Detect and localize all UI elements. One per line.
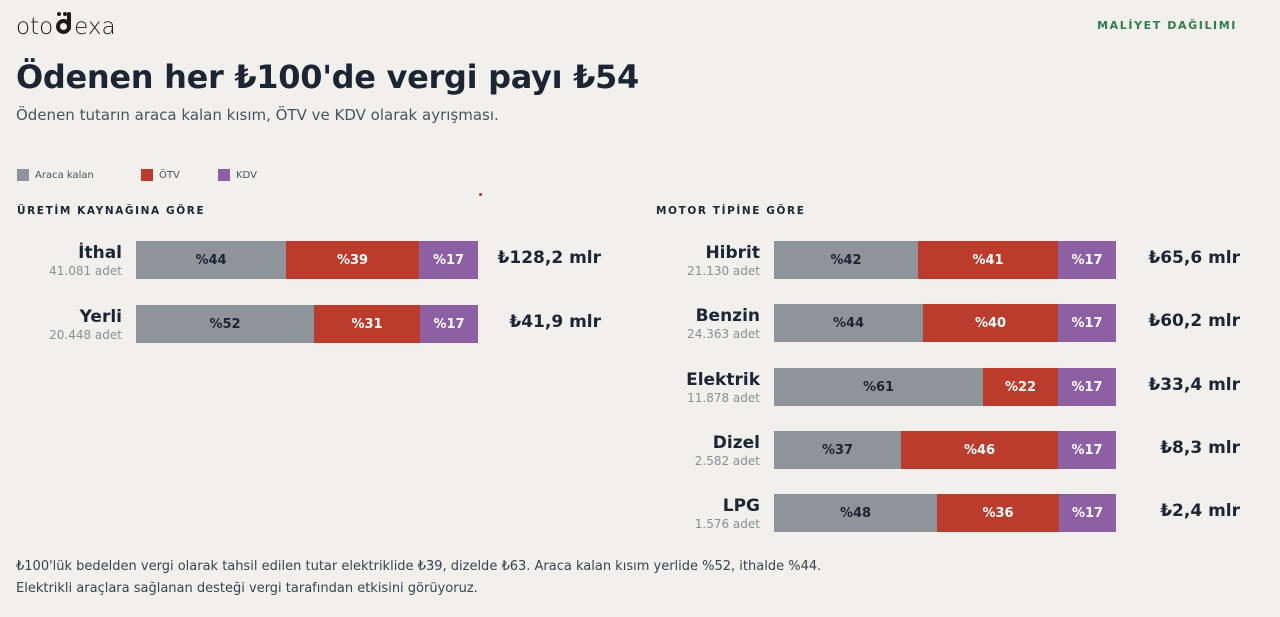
total-value: ₺8,3 mlr <box>1160 438 1240 458</box>
bar-row-yerli: Yerli 20.448 adet %52 %31 %17 <box>49 305 478 343</box>
bar-segment-otv: %31 <box>314 305 420 343</box>
logo-text-right: exa <box>74 14 116 40</box>
bar-segment-araca-kalan: %52 <box>136 305 314 343</box>
legend-swatch-araca <box>17 169 29 181</box>
bar-segment-kdv: %17 <box>419 241 478 279</box>
bar-row-i-thal: İthal 41.081 adet %44 %39 %17 <box>49 241 478 279</box>
stacked-bar: %52 %31 %17 <box>136 305 478 343</box>
bar-segment-otv: %41 <box>918 241 1058 279</box>
category-count: 41.081 adet <box>49 264 122 278</box>
accent-dot <box>479 193 482 196</box>
footnote-line-2: Elektrikli araçlara sağlanan desteği ver… <box>16 581 478 596</box>
bar-segment-araca-kalan: %61 <box>774 368 983 406</box>
category-count: 24.363 adet <box>687 327 760 341</box>
category-name: Dizel <box>712 433 760 453</box>
bar-segment-kdv: %17 <box>1059 494 1116 532</box>
category-count: 21.130 adet <box>687 264 760 278</box>
category-label: Dizel 2.582 adet <box>695 432 760 468</box>
logo-text-left: oto <box>16 14 54 40</box>
bar-segment-kdv: %17 <box>1058 431 1116 469</box>
category-label: Yerli 20.448 adet <box>49 306 122 342</box>
bar-segment-kdv: %17 <box>1058 304 1116 342</box>
footnote: ₺100'lük bedelden vergi olarak tahsil ed… <box>16 556 821 600</box>
legend-label-otv: ÖTV <box>159 169 180 181</box>
brand-logo: oto exa <box>16 12 116 40</box>
category-name: LPG <box>722 496 760 516</box>
total-value: ₺65,6 mlr <box>1148 248 1240 268</box>
bar-row-dizel: Dizel 2.582 adet %37 %46 %17 <box>695 431 1116 469</box>
category-name: Yerli <box>79 307 122 327</box>
category-name: Hibrit <box>705 243 760 263</box>
category-name: İthal <box>78 243 122 263</box>
stacked-bar: %61 %22 %17 <box>774 368 1116 406</box>
legend-label-araca: Araca kalan <box>35 169 94 181</box>
bar-row-lpg: LPG 1.576 adet %48 %36 %17 <box>695 494 1116 532</box>
page-title: Ödenen her ₺100'de vergi payı ₺54 <box>16 58 639 96</box>
bar-segment-otv: %39 <box>286 241 419 279</box>
total-value: ₺33,4 mlr <box>1148 375 1240 395</box>
bar-segment-araca-kalan: %42 <box>774 241 918 279</box>
category-label: Hibrit 21.130 adet <box>687 242 760 278</box>
bar-segment-kdv: %17 <box>1058 241 1116 279</box>
bar-row-benzin: Benzin 24.363 adet %44 %40 %17 <box>687 304 1116 342</box>
bar-segment-kdv: %17 <box>420 305 478 343</box>
bar-segment-otv: %36 <box>937 494 1059 532</box>
category-count: 2.582 adet <box>694 454 760 468</box>
legend-item-kdv: KDV <box>218 169 257 181</box>
total-value: ₺60,2 mlr <box>1148 311 1240 331</box>
legend-label-kdv: KDV <box>236 169 257 181</box>
category-name: Benzin <box>695 306 760 326</box>
category-label: İthal 41.081 adet <box>49 242 122 278</box>
legend-item-otv: ÖTV <box>141 169 218 181</box>
legend-swatch-otv <box>141 169 153 181</box>
bar-segment-araca-kalan: %44 <box>774 304 923 342</box>
bar-segment-kdv: %17 <box>1058 368 1116 406</box>
stacked-bar: %48 %36 %17 <box>774 494 1116 532</box>
category-label: Elektrik 11.878 adet <box>686 369 760 405</box>
category-count: 11.878 adet <box>687 391 760 405</box>
bar-segment-otv: %46 <box>901 431 1058 469</box>
section-tag: MALİYET DAĞILIMI <box>1097 19 1237 32</box>
chart-title-motor: MOTOR TİPİNE GÖRE <box>656 205 806 217</box>
total-value: ₺2,4 mlr <box>1160 501 1240 521</box>
chart-title-uretim: ÜRETİM KAYNAĞINA GÖRE <box>17 205 206 217</box>
bar-segment-araca-kalan: %37 <box>774 431 901 469</box>
page-subtitle: Ödenen tutarın araca kalan kısım, ÖTV ve… <box>16 106 499 124</box>
bar-segment-araca-kalan: %44 <box>136 241 286 279</box>
category-label: LPG 1.576 adet <box>695 495 760 531</box>
bar-segment-araca-kalan: %48 <box>774 494 937 532</box>
bar-row-elektrik: Elektrik 11.878 adet %61 %22 %17 <box>686 368 1116 406</box>
total-value: ₺128,2 mlr <box>497 248 601 268</box>
stacked-bar: %42 %41 %17 <box>774 241 1116 279</box>
category-count: 20.448 adet <box>49 328 122 342</box>
logo-mark-icon <box>54 12 73 34</box>
stacked-bar: %37 %46 %17 <box>774 431 1116 469</box>
legend-item-araca: Araca kalan <box>17 169 141 181</box>
category-name: Elektrik <box>686 370 760 390</box>
stacked-bar: %44 %39 %17 <box>136 241 478 279</box>
bar-segment-otv: %22 <box>983 368 1058 406</box>
chart-legend: Araca kalan ÖTV KDV <box>17 169 257 181</box>
category-label: Benzin 24.363 adet <box>687 305 760 341</box>
legend-swatch-kdv <box>218 169 230 181</box>
footnote-line-1: ₺100'lük bedelden vergi olarak tahsil ed… <box>16 559 822 574</box>
category-count: 1.576 adet <box>694 517 760 531</box>
total-value: ₺41,9 mlr <box>509 312 601 332</box>
stacked-bar: %44 %40 %17 <box>774 304 1116 342</box>
bar-row-hibrit: Hibrit 21.130 adet %42 %41 %17 <box>687 241 1116 279</box>
bar-segment-otv: %40 <box>923 304 1058 342</box>
